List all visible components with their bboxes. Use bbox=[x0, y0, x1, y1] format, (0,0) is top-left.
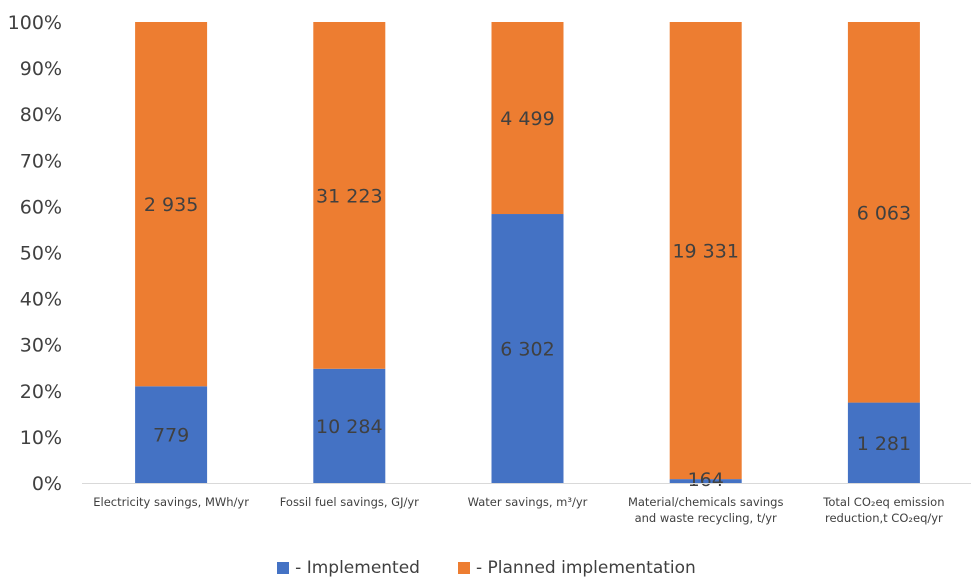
y-axis: 0% 10% 20% 30% 40% 50% 60% 70% 80% 90% 100% bbox=[8, 12, 62, 495]
y-tick-label: 50% bbox=[20, 243, 62, 265]
x-category-label: Total CO₂eq emission reduction,t CO₂eq/yr bbox=[822, 495, 944, 525]
bar-segment-planned bbox=[669, 22, 742, 480]
bar-segment-implemented bbox=[135, 386, 208, 483]
bar-segment-planned bbox=[313, 22, 386, 369]
data-label-implemented: 1 281 bbox=[857, 433, 911, 455]
bar-segment-implemented bbox=[491, 214, 564, 483]
bar-segment-planned bbox=[847, 22, 920, 403]
legend-label-planned: - Planned implementation bbox=[475, 558, 696, 578]
legend-swatch-implemented bbox=[277, 562, 290, 574]
data-label-planned: 6 063 bbox=[857, 202, 911, 224]
data-label-planned: 2 935 bbox=[144, 194, 198, 216]
y-tick-label: 30% bbox=[20, 335, 62, 357]
stacked-percent-bar-chart: 0% 10% 20% 30% 40% 50% 60% 70% 80% 90% 100% 779 2 9… bbox=[8, 12, 971, 525]
bar-segment-implemented bbox=[313, 368, 386, 483]
data-label-implemented: 164 bbox=[688, 469, 724, 491]
x-category-label: Material/chemicals savings and waste recy… bbox=[628, 495, 784, 525]
legend-label-implemented: - Implemented bbox=[295, 558, 420, 578]
y-tick-label: 20% bbox=[20, 381, 62, 403]
y-tick-label: 60% bbox=[20, 196, 62, 218]
data-label-planned: 31 223 bbox=[316, 185, 382, 207]
y-tick-label: 10% bbox=[20, 427, 62, 449]
data-label-implemented: 10 284 bbox=[316, 416, 382, 438]
bar-segment-implemented bbox=[669, 479, 742, 483]
y-tick-label: 90% bbox=[20, 58, 62, 80]
legend-item-planned: - Planned implementation bbox=[457, 558, 696, 578]
x-category-label: Water savings, m³/yr bbox=[468, 495, 588, 509]
data-label-planned: 19 331 bbox=[672, 241, 738, 263]
y-tick-label: 100% bbox=[8, 12, 62, 34]
legend-item-implemented: - Implemented bbox=[277, 558, 420, 578]
data-label-implemented: 779 bbox=[153, 425, 189, 447]
y-tick-label: 80% bbox=[20, 104, 62, 126]
x-category-label: Electricity savings, MWh/yr bbox=[93, 495, 249, 509]
x-axis: Electricity savings, MWh/yr Fossil fuel s… bbox=[82, 483, 971, 525]
y-tick-label: 40% bbox=[20, 289, 62, 311]
y-tick-label: 0% bbox=[32, 473, 62, 495]
y-tick-label: 70% bbox=[20, 150, 62, 172]
bar-segment-planned bbox=[135, 22, 208, 387]
legend: - Implemented - Planned implementation bbox=[0, 556, 973, 580]
legend-swatch-planned bbox=[457, 562, 470, 574]
x-category-label: Fossil fuel savings, GJ/yr bbox=[280, 495, 419, 509]
bar-segment-implemented bbox=[847, 402, 920, 483]
data-label-planned: 4 499 bbox=[500, 108, 554, 130]
data-label-implemented: 6 302 bbox=[500, 339, 554, 361]
bar-segment-planned bbox=[491, 22, 564, 215]
bars: 779 2 935 10 284 31 223 6 302 4 499 164 19 331 1… bbox=[135, 22, 920, 491]
